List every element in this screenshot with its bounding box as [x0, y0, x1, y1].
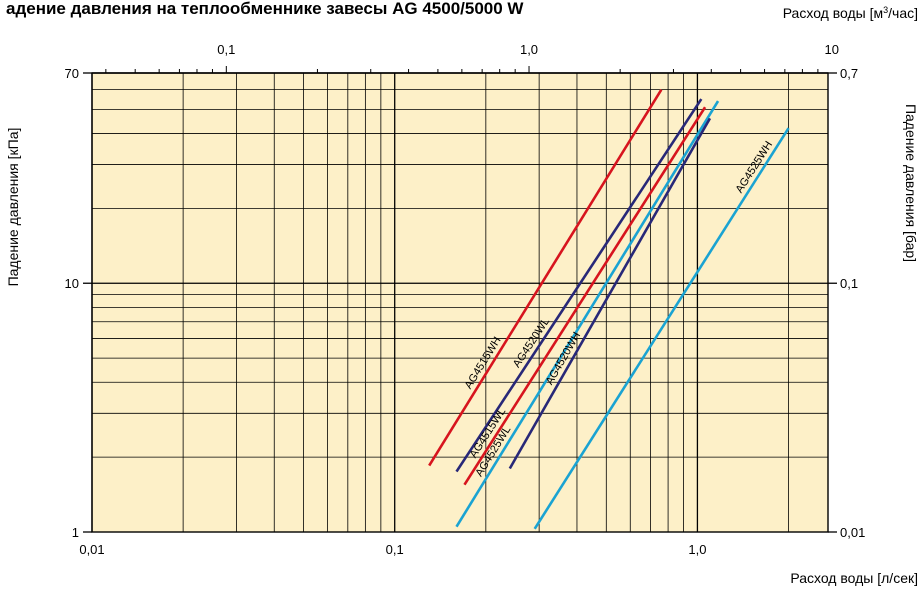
left-tick-label: 70	[65, 66, 79, 81]
top-tick-label: 0,1	[217, 42, 235, 57]
chart-title: адение давления на теплообменнике завесы…	[6, 0, 524, 18]
left-axis-label: Падение давления [кПа]	[5, 128, 21, 287]
right-tick-label: 0,7	[840, 66, 858, 81]
bottom-tick-label: 0,01	[79, 542, 104, 557]
left-tick-label: 1	[72, 525, 79, 540]
plot-area	[92, 73, 828, 532]
right-tick-label: 0,1	[840, 276, 858, 291]
top-tick-label: 1,0	[520, 42, 538, 57]
left-tick-label: 10	[65, 276, 79, 291]
bottom-axis-label: Расход воды [л/сек]	[790, 570, 918, 586]
bottom-tick-label: 1,0	[688, 542, 706, 557]
right-axis-label: Падение давления [бар]	[903, 104, 919, 262]
top-tick-label: 10	[824, 42, 838, 57]
right-tick-label: 0,01	[840, 525, 865, 540]
bottom-tick-label: 0,1	[386, 542, 404, 557]
top-axis-label: Расход воды [м3/час]	[783, 5, 918, 21]
